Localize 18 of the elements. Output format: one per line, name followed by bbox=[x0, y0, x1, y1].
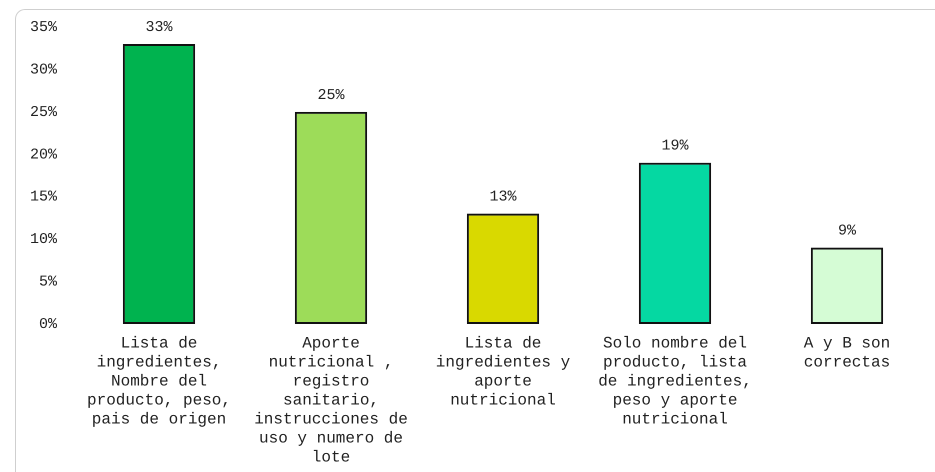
y-tick-label: 15% bbox=[30, 188, 58, 206]
data-label: 13% bbox=[489, 188, 518, 206]
data-label: 25% bbox=[317, 86, 346, 104]
y-tick-label: 35% bbox=[30, 18, 58, 36]
y-tick-label: 0% bbox=[38, 316, 58, 333]
y-tick-label: 30% bbox=[30, 61, 58, 78]
y-tick-label: 10% bbox=[30, 231, 58, 248]
data-label: 19% bbox=[661, 138, 690, 155]
x-tick-label: Lista de ingredientes y aporte nutricional bbox=[436, 334, 571, 410]
y-tick-label: 25% bbox=[30, 104, 58, 121]
x-tick-label: A y B son correctas bbox=[804, 334, 890, 372]
data-label: 33% bbox=[145, 18, 174, 36]
x-tick-label: Solo nombre del producto, lista de ingredientes, peso y aporte nutricional bbox=[598, 334, 752, 429]
x-tick-label: Aporte nutricional , registro sanitario, instrucciones de uso y numero de lote bbox=[254, 334, 408, 467]
data-label: 9% bbox=[838, 222, 857, 240]
y-tick-label: 20% bbox=[30, 146, 58, 164]
y-tick-label: 5% bbox=[38, 274, 58, 291]
x-tick-label: Lista de ingredientes, Nombre del producto, peso, pais de origen bbox=[86, 334, 232, 429]
